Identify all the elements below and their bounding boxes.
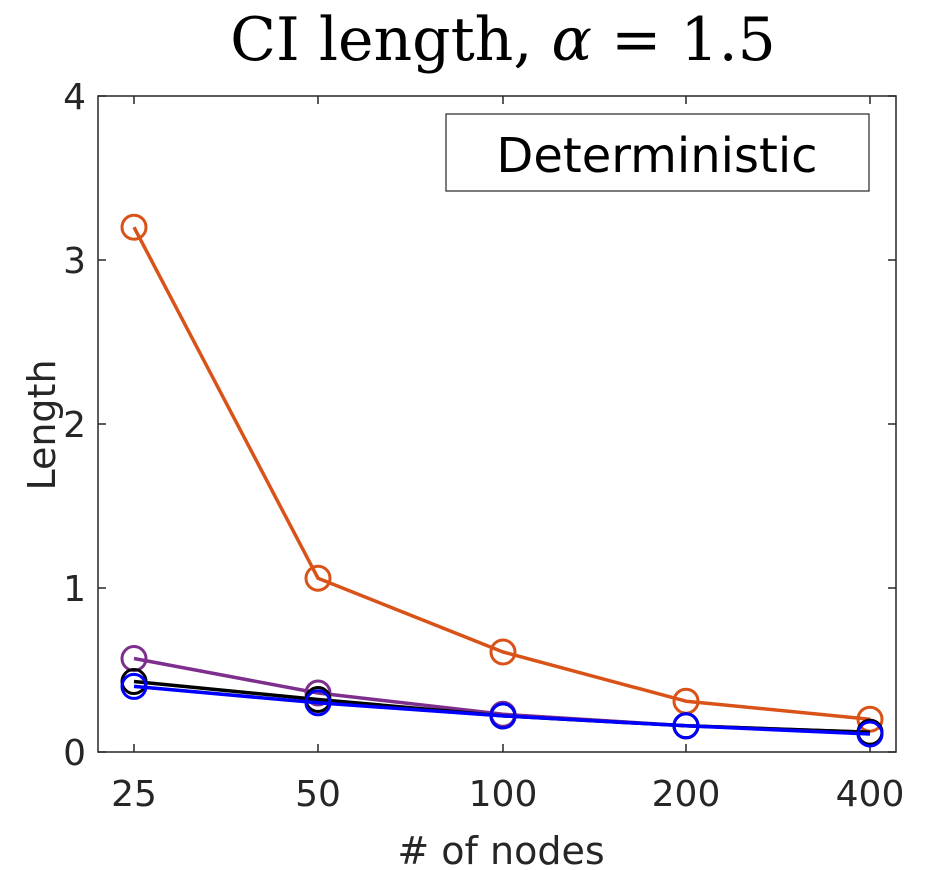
x-axis-label: # of nodes [397, 829, 604, 870]
axis-ticks [98, 95, 896, 753]
y-tick-label: 2 [63, 405, 86, 446]
plot-area [97, 95, 897, 753]
data-point-orange [304, 564, 332, 592]
y-tick-label: 4 [63, 77, 86, 118]
y-tick-label: 0 [63, 733, 86, 774]
y-tick-label: 1 [63, 569, 86, 610]
legend-box [445, 113, 870, 192]
y-tick-labels: 0 1 2 3 4 [63, 77, 86, 774]
data-point-blue [304, 689, 332, 717]
data-point-purple [304, 679, 332, 707]
data-point-blue [856, 720, 884, 748]
series-line-orange [132, 226, 871, 721]
x-tick-label: 200 [652, 774, 721, 815]
x-tick-label: 400 [836, 774, 905, 815]
x-tick-label: 50 [295, 774, 341, 815]
x-tick-labels: 25 50 100 200 400 [111, 774, 904, 815]
legend-text: Deterministic [496, 128, 817, 184]
chart-title: CI length, α = 1.5 [230, 5, 776, 75]
series-layer [120, 213, 884, 748]
y-axis-label: Length [20, 359, 64, 490]
data-point-blue [489, 702, 517, 730]
series-blue [120, 672, 884, 748]
y-tick-label: 3 [63, 241, 86, 282]
x-tick-label: 100 [469, 774, 538, 815]
series-line-blue [133, 684, 871, 736]
data-point-orange [489, 638, 517, 666]
data-point-blue [672, 712, 700, 740]
x-tick-label: 25 [111, 774, 157, 815]
data-point-blue [120, 672, 148, 700]
data-point-orange [120, 213, 148, 241]
